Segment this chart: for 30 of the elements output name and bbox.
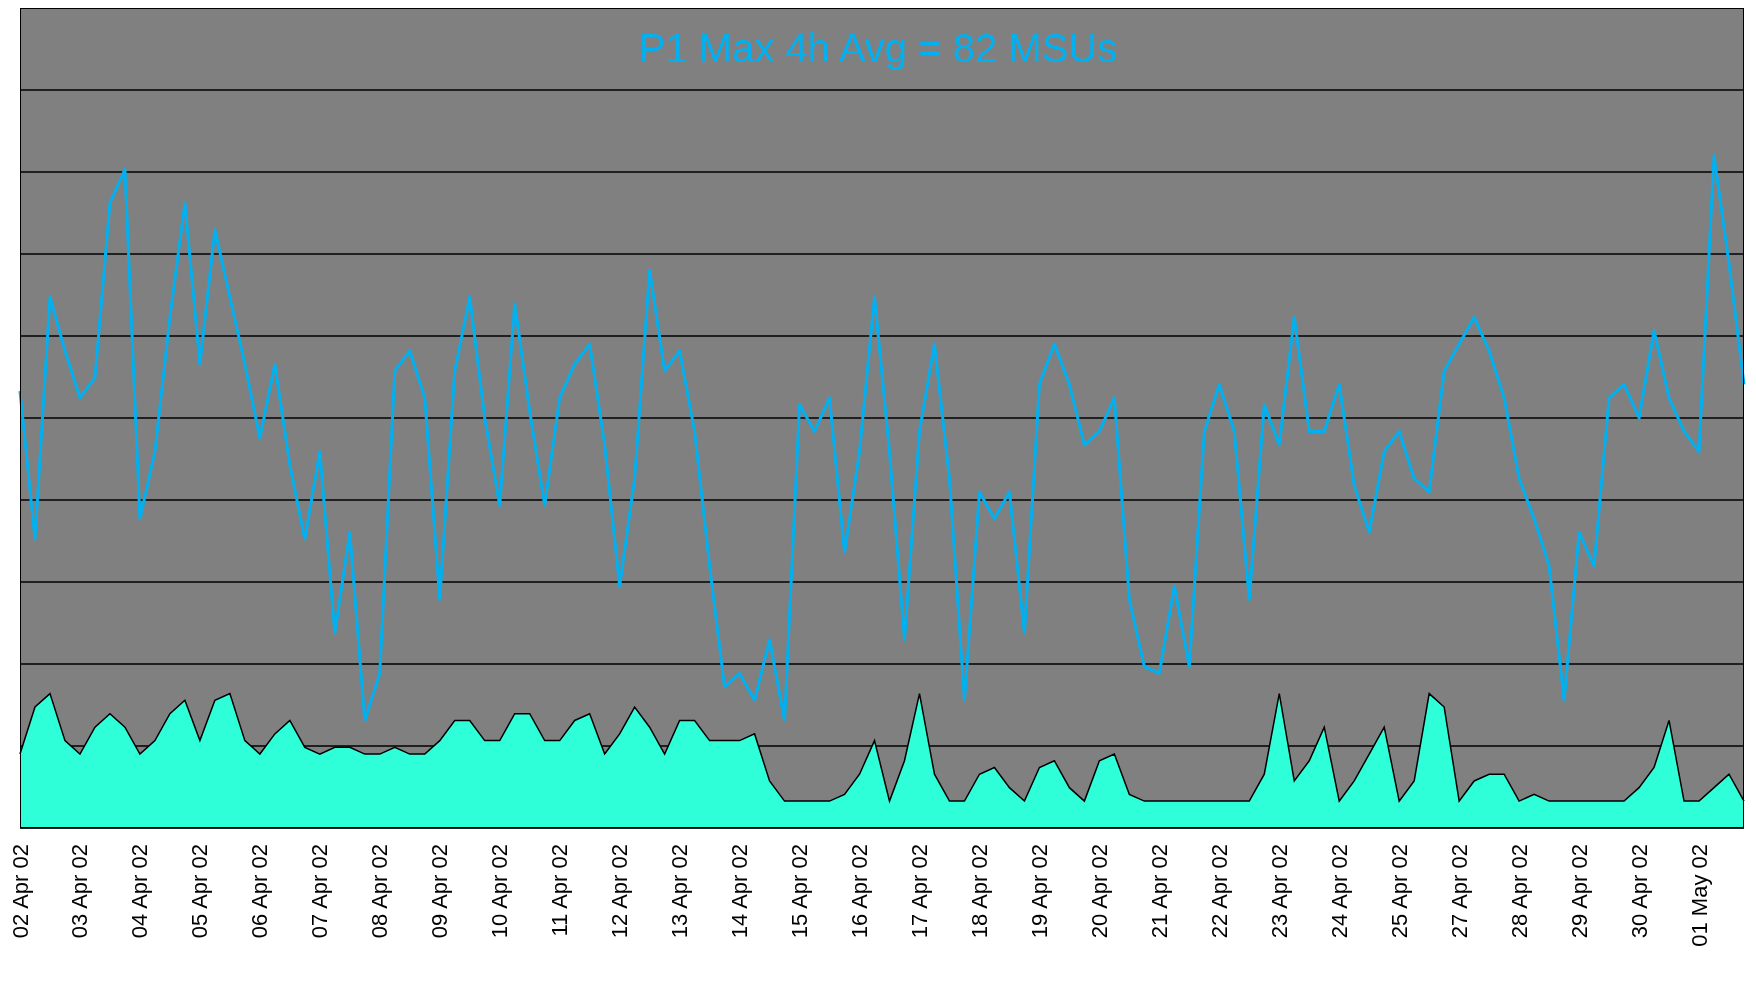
x-tick-label: 11 Apr 02 — [547, 844, 573, 937]
x-tick-label: 03 Apr 02 — [67, 844, 93, 939]
x-tick-label: 18 Apr 02 — [966, 844, 992, 939]
x-tick-label: 20 Apr 02 — [1086, 844, 1112, 939]
x-tick-label: 19 Apr 02 — [1026, 844, 1052, 939]
x-tick-label: 24 Apr 02 — [1326, 844, 1352, 939]
x-tick-label: 10 Apr 02 — [487, 844, 513, 939]
x-tick-label: 28 Apr 02 — [1506, 844, 1532, 939]
x-tick-label: 04 Apr 02 — [127, 844, 153, 939]
x-tick-label: 27 Apr 02 — [1446, 844, 1472, 939]
x-tick-label: 09 Apr 02 — [427, 844, 453, 939]
x-tick-label: 02 Apr 02 — [7, 844, 33, 939]
x-tick-label: 05 Apr 02 — [187, 844, 213, 939]
x-tick-label: 13 Apr 02 — [667, 844, 693, 939]
x-tick-label: 15 Apr 02 — [787, 844, 813, 939]
chart-title: P1 Max 4h Avg = 82 MSUs — [637, 26, 1119, 71]
x-tick-label: 29 Apr 02 — [1566, 844, 1592, 939]
x-tick-label: 07 Apr 02 — [307, 844, 333, 939]
x-tick-label: 22 Apr 02 — [1206, 844, 1232, 939]
x-tick-label: 23 Apr 02 — [1266, 844, 1292, 939]
x-tick-label: 01 May 02 — [1686, 844, 1712, 947]
x-tick-label: 12 Apr 02 — [607, 844, 633, 939]
x-tick-label: 16 Apr 02 — [847, 844, 873, 939]
x-tick-label: 30 Apr 02 — [1626, 844, 1652, 939]
x-tick-label: 14 Apr 02 — [727, 844, 753, 939]
x-tick-label: 08 Apr 02 — [367, 844, 393, 939]
x-tick-label: 25 Apr 02 — [1386, 844, 1412, 939]
x-tick-label: 17 Apr 02 — [906, 844, 932, 939]
x-tick-label: 21 Apr 02 — [1146, 844, 1172, 939]
x-tick-label: 06 Apr 02 — [247, 844, 273, 939]
